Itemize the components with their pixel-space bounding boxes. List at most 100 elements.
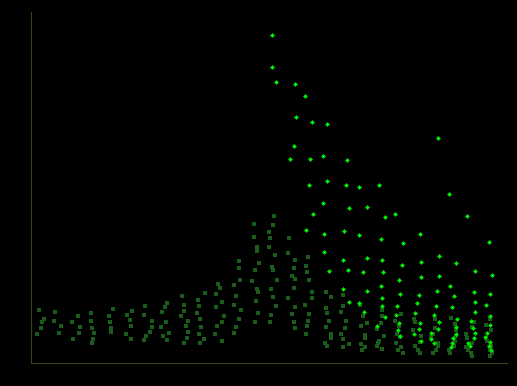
Point bbox=[269, 213, 278, 220]
Point bbox=[396, 334, 404, 340]
Point bbox=[483, 330, 492, 336]
Point bbox=[358, 347, 366, 353]
Point bbox=[266, 235, 274, 241]
Point bbox=[463, 213, 472, 219]
Point bbox=[301, 227, 310, 234]
Point bbox=[141, 303, 149, 309]
Point bbox=[374, 340, 383, 346]
Point bbox=[380, 332, 388, 339]
Point bbox=[161, 304, 169, 310]
Point bbox=[397, 311, 405, 317]
Point bbox=[409, 327, 418, 333]
Point bbox=[55, 330, 63, 336]
Point bbox=[265, 319, 273, 325]
Point bbox=[163, 300, 172, 306]
Point bbox=[452, 324, 460, 330]
Point bbox=[305, 311, 313, 317]
Point bbox=[267, 286, 275, 292]
Point bbox=[196, 340, 204, 346]
Point bbox=[196, 316, 204, 322]
Point bbox=[463, 335, 472, 341]
Point bbox=[392, 340, 400, 346]
Point bbox=[487, 347, 495, 353]
Point bbox=[446, 283, 454, 289]
Point bbox=[416, 339, 424, 345]
Point bbox=[284, 295, 293, 301]
Point bbox=[355, 300, 363, 306]
Point bbox=[322, 305, 330, 311]
Point bbox=[235, 265, 244, 271]
Point bbox=[340, 228, 348, 234]
Point bbox=[391, 211, 399, 217]
Point bbox=[252, 248, 261, 254]
Point bbox=[430, 340, 438, 346]
Point bbox=[342, 181, 350, 188]
Point bbox=[469, 325, 477, 331]
Point bbox=[308, 119, 316, 125]
Point bbox=[254, 310, 262, 316]
Point bbox=[363, 288, 372, 294]
Point bbox=[107, 325, 115, 331]
Point bbox=[248, 278, 256, 284]
Point bbox=[104, 313, 113, 319]
Point bbox=[325, 317, 333, 323]
Point bbox=[452, 259, 460, 266]
Point bbox=[361, 335, 370, 341]
Point bbox=[431, 325, 439, 331]
Point bbox=[195, 303, 203, 310]
Point bbox=[57, 323, 65, 329]
Point bbox=[467, 318, 476, 324]
Point bbox=[394, 277, 403, 283]
Point bbox=[417, 274, 425, 280]
Point bbox=[448, 335, 457, 342]
Point bbox=[291, 81, 299, 87]
Point bbox=[127, 323, 135, 329]
Point bbox=[87, 318, 95, 324]
Point bbox=[287, 311, 296, 317]
Point bbox=[376, 283, 385, 290]
Point bbox=[290, 143, 298, 149]
Point bbox=[431, 316, 439, 322]
Point bbox=[412, 319, 420, 325]
Point bbox=[339, 344, 347, 350]
Point bbox=[67, 319, 75, 325]
Point bbox=[161, 318, 170, 325]
Point bbox=[327, 294, 336, 300]
Point bbox=[51, 309, 59, 315]
Point bbox=[417, 338, 425, 344]
Point bbox=[212, 323, 221, 329]
Point bbox=[302, 269, 311, 275]
Point bbox=[178, 293, 186, 300]
Point bbox=[337, 309, 345, 315]
Point bbox=[399, 240, 407, 246]
Point bbox=[157, 324, 165, 330]
Point bbox=[375, 337, 384, 344]
Point bbox=[393, 327, 402, 334]
Point bbox=[357, 323, 365, 329]
Point bbox=[211, 331, 219, 337]
Point bbox=[360, 332, 369, 338]
Point bbox=[485, 291, 494, 297]
Point bbox=[195, 331, 204, 337]
Point bbox=[40, 315, 48, 322]
Point bbox=[302, 323, 311, 330]
Point bbox=[433, 288, 441, 294]
Point bbox=[273, 276, 281, 283]
Point bbox=[452, 327, 461, 333]
Point bbox=[163, 337, 171, 343]
Point bbox=[486, 327, 495, 333]
Point bbox=[107, 329, 115, 335]
Point bbox=[467, 350, 475, 356]
Point bbox=[218, 319, 226, 325]
Point bbox=[481, 334, 490, 340]
Point bbox=[466, 343, 475, 349]
Point bbox=[447, 315, 455, 321]
Point bbox=[165, 330, 173, 336]
Point bbox=[90, 330, 98, 336]
Point bbox=[159, 333, 168, 339]
Point bbox=[73, 313, 82, 319]
Point bbox=[337, 331, 345, 337]
Point bbox=[342, 318, 350, 324]
Point bbox=[344, 267, 353, 273]
Point bbox=[485, 322, 494, 328]
